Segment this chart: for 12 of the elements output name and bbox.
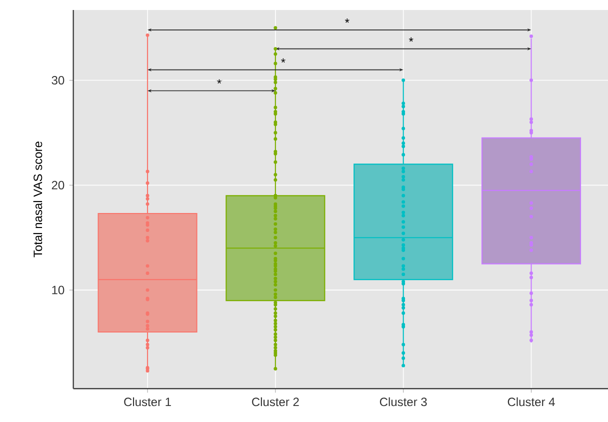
- x-tick-label: Cluster 3: [380, 397, 427, 406]
- annotation: *: [408, 37, 414, 42]
- x-tick-label: Cluster 1: [124, 397, 171, 406]
- x-tick-label: Cluster 2: [252, 397, 299, 406]
- y-axis-title: Total nasal VAS score: [33, 142, 42, 258]
- annotation: *: [345, 18, 350, 23]
- y-tick-label: 10: [52, 286, 64, 294]
- y-tick-label: 30: [52, 76, 64, 85]
- annotation: *: [217, 79, 222, 84]
- annotation: *: [281, 58, 286, 63]
- x-tick-label: Cluster 4: [508, 397, 555, 406]
- y-tick-label: 20: [52, 180, 64, 190]
